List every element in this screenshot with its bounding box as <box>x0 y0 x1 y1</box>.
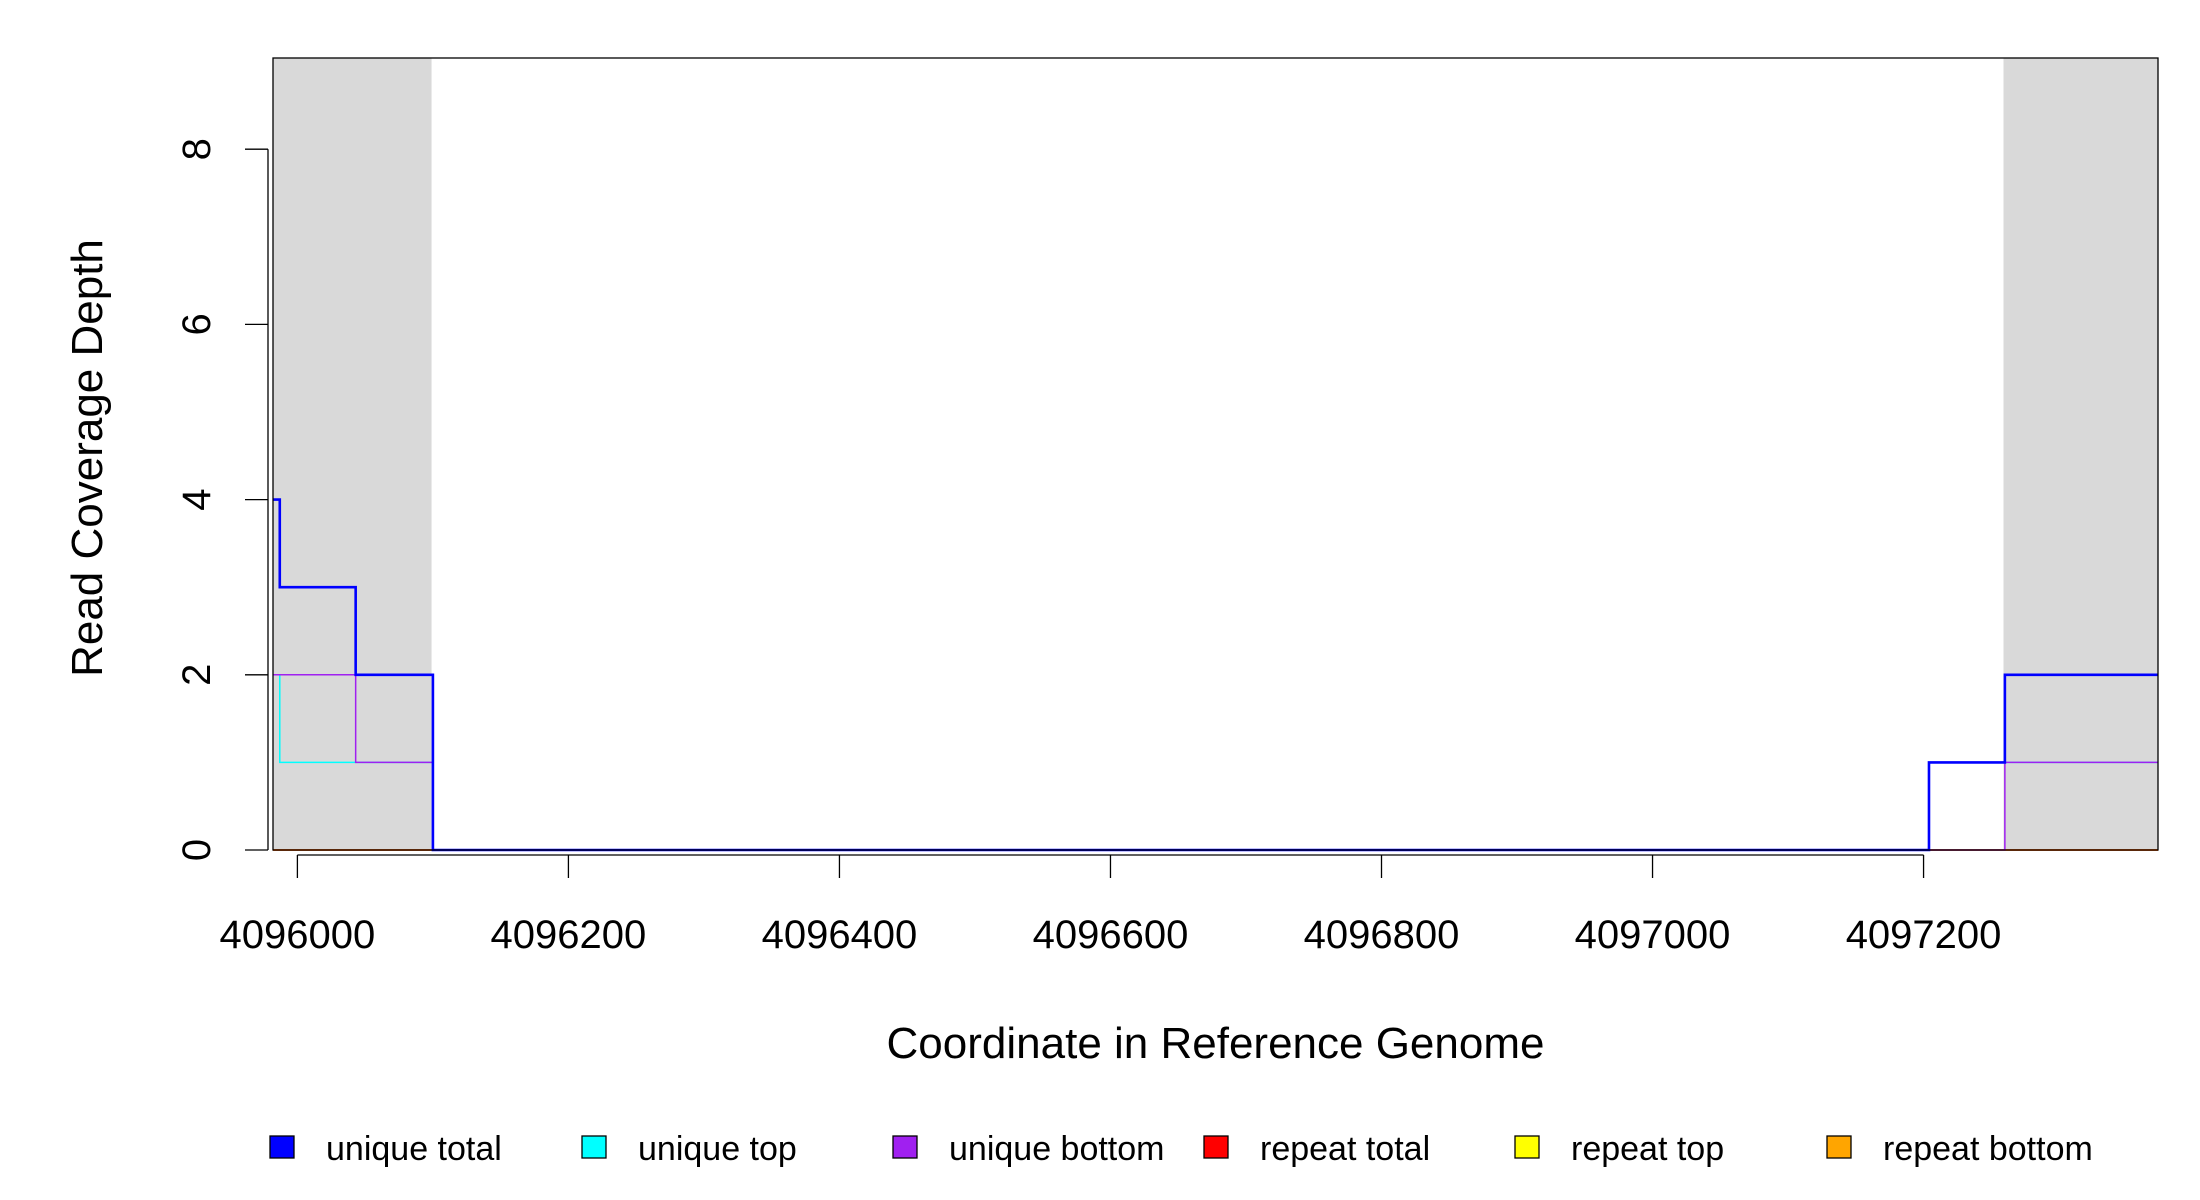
legend-label-unique-top: unique top <box>638 1130 797 1168</box>
y-tick-label: 8 <box>175 138 219 160</box>
legend-label-repeat-total: repeat total <box>1260 1130 1430 1168</box>
legend-label-unique-bottom: unique bottom <box>949 1130 1165 1168</box>
plot-frame <box>272 57 2159 851</box>
legend-label-unique-total: unique total <box>326 1130 502 1168</box>
y-tick-label: 2 <box>175 664 219 686</box>
legend-swatch-repeat-total <box>1203 1135 1229 1159</box>
shaded-region-1 <box>273 58 432 850</box>
series-line-unique-top <box>273 674 2158 851</box>
x-tick-label: 4097200 <box>1846 913 2002 957</box>
x-axis-title: Coordinate in Reference Genome <box>887 1019 1545 1068</box>
x-tick-label: 4097000 <box>1575 913 1731 957</box>
x-tick-label: 4096200 <box>491 913 647 957</box>
legend-swatch-unique-bottom <box>892 1135 918 1159</box>
series-line-unique-bottom <box>273 674 2158 851</box>
x-tick-label: 4096600 <box>1033 913 1189 957</box>
legend-label-repeat-bottom: repeat bottom <box>1883 1130 2093 1168</box>
legend-label-repeat-top: repeat top <box>1571 1130 1724 1168</box>
x-tick-label: 4096000 <box>220 913 376 957</box>
legend-swatch-unique-total <box>269 1135 295 1159</box>
legend-swatch-repeat-top <box>1514 1135 1540 1159</box>
shaded-region-2 <box>2003 58 2158 850</box>
x-tick-label: 4096800 <box>1304 913 1460 957</box>
legend-swatch-repeat-bottom <box>1826 1135 1852 1159</box>
y-tick-label: 4 <box>175 488 219 510</box>
y-tick-label: 0 <box>175 839 219 861</box>
y-tick-label: 6 <box>175 313 219 335</box>
legend-swatch-unique-top <box>581 1135 607 1159</box>
series-line-unique-total <box>273 498 2158 852</box>
y-axis-title: Read Coverage Depth <box>63 239 112 677</box>
x-tick-label: 4096400 <box>762 913 918 957</box>
